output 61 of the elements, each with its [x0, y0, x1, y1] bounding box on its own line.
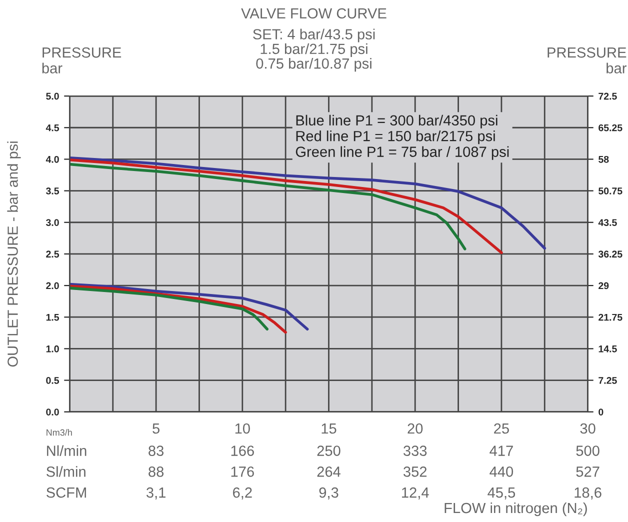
text: 527 [576, 466, 600, 477]
x-tick-label: 5 [152, 424, 160, 434]
text: SCFM [46, 487, 86, 498]
x-tick-label: 15 [322, 424, 336, 434]
y2-tick-label: 36.25 [598, 250, 622, 258]
text: Sl/min [46, 466, 86, 477]
y-tick-label: 2.0 [46, 282, 59, 290]
text: 333 [404, 446, 427, 456]
text: 18,6 [574, 487, 602, 500]
text: 9,3 [319, 487, 338, 500]
x-tick-label: 25 [494, 423, 509, 434]
text: 12,4 [402, 487, 429, 500]
y2-tick-label: 0 [598, 408, 604, 416]
y-tick-label: 0.0 [46, 408, 59, 416]
text: 166 [231, 446, 254, 456]
text: 250 [317, 446, 340, 456]
y2-tick-label: 65.25 [598, 124, 622, 132]
chart-subtitle: SET: 4 bar/43.5 psi 1.5 bar/21.75 psi 0.75 bar/10.87 psi [253, 28, 375, 72]
y2-tick-label: 29 [598, 282, 609, 290]
text: 176 [231, 466, 254, 477]
chart-title: VALVE FLOW CURVE [241, 8, 386, 19]
y-tick-label: 3.0 [46, 219, 59, 226]
y-tick-label: 1.0 [46, 345, 59, 352]
annotation: Blue line P1 = 300 bar/4350 psi Red line P1 = 150 bar/2175 psi Green line P1 = 75 bar / 1087 psi [296, 114, 509, 160]
y2-tick-label: 50.75 [598, 188, 622, 194]
x-tick-label: 10 [235, 423, 250, 434]
line-series [70, 162, 466, 250]
text: Nm3/h [46, 429, 72, 436]
y-tick-label: 2.5 [46, 250, 60, 258]
text: Nl/min [47, 445, 86, 456]
y-tick-label: 5.0 [46, 92, 59, 100]
x-axis-title: FLOW in nitrogen (N₂) [444, 502, 587, 516]
text: 352 [404, 466, 427, 477]
y2-tick-label: 43.5 [598, 219, 617, 226]
y2-tick-label: 14.5 [598, 346, 617, 352]
text: 500 [576, 446, 600, 456]
y-tick-label: 3.5 [46, 188, 60, 194]
y2-tick-label: 7.25 [598, 377, 617, 384]
y-tick-label: 0.5 [46, 377, 60, 384]
y2-tick-label: 21.75 [598, 314, 622, 321]
y-tick-label: 4.0 [46, 156, 59, 163]
text: 88 [148, 466, 164, 477]
line-series [70, 282, 309, 331]
y2-tick-label: 72.5 [598, 92, 617, 100]
text: PRESSURE bar [548, 47, 627, 74]
line-series [70, 286, 268, 331]
x-tick-label: 20 [408, 423, 423, 434]
text: 440 [490, 466, 514, 477]
y-tick-label: 4.5 [46, 124, 60, 132]
y-axis-title: OUTLET PRESSURE - bar and psi [7, 142, 21, 367]
y-tick-label: 1.5 [46, 314, 60, 321]
text: 264 [317, 466, 340, 477]
x-tick-label: 30 [580, 423, 596, 434]
text: PRESSURE bar [42, 47, 122, 74]
text: 83 [148, 446, 164, 456]
text: 417 [490, 446, 513, 456]
text: 45,5 [488, 488, 516, 500]
text: 6,2 [233, 487, 252, 500]
line-series [70, 284, 287, 334]
y2-tick-label: 58 [598, 156, 609, 163]
text: 3,1 [146, 487, 166, 500]
